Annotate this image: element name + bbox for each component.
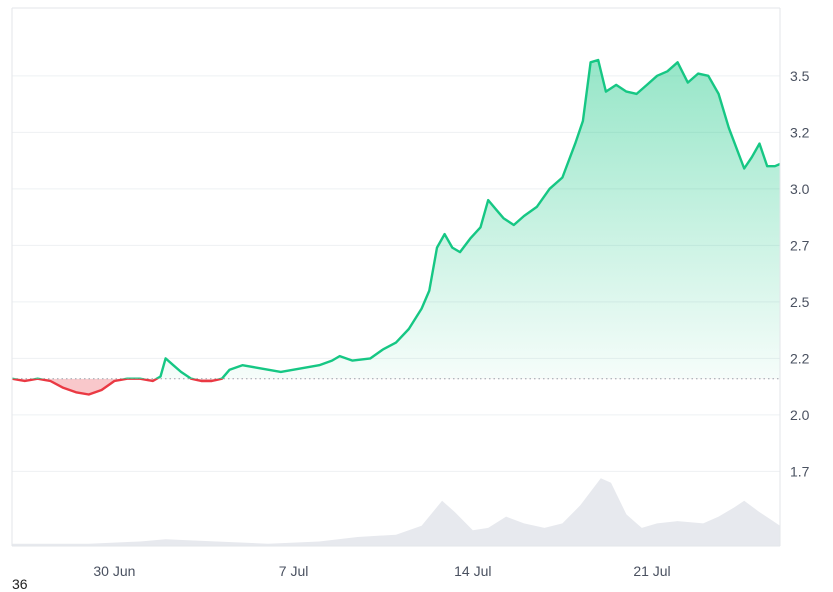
price-fill-above-baseline (12, 60, 780, 379)
y-tick-label: 2.5 (790, 294, 810, 310)
y-axis: 3.5 3.2 3.0 2.7 2.5 2.2 2.0 1.7 (790, 68, 810, 480)
price-fill-below-baseline (12, 378, 780, 395)
y-tick-label: 3.0 (790, 181, 810, 197)
volume-area (12, 478, 780, 546)
x-tick-label: 7 Jul (279, 563, 309, 579)
y-tick-label: 2.2 (790, 350, 810, 366)
x-tick-label: 21 Jul (633, 563, 670, 579)
y-tick-label: 3.2 (790, 124, 810, 140)
x-tick-label: 14 Jul (454, 563, 491, 579)
y-tick-label: 2.7 (790, 237, 810, 253)
y-tick-label: 2.0 (790, 407, 810, 423)
y-tick-label: 1.7 (790, 463, 810, 479)
x-tick-label: 30 Jun (93, 563, 135, 579)
x-axis: 30 Jun 7 Jul 14 Jul 21 Jul (93, 563, 670, 579)
corner-label: 36 (12, 576, 28, 592)
y-tick-label: 3.5 (790, 68, 810, 84)
price-line-above-baseline (11, 58, 781, 379)
